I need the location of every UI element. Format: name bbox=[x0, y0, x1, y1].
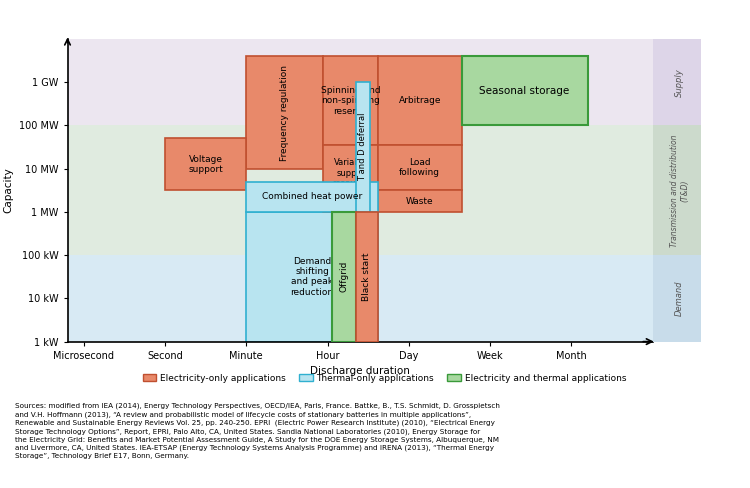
Bar bbox=[68, 125, 652, 255]
Legend: Electricity-only applications, Thermal-only applications, Electricity and therma: Electricity-only applications, Thermal-o… bbox=[142, 374, 626, 383]
Bar bbox=[246, 212, 378, 342]
Text: Variable
supply
resource
integration: Variable supply resource integration bbox=[328, 158, 374, 199]
Bar bbox=[246, 182, 378, 212]
Text: Sources: modified from IEA (2014), Energy Technology Perspectives, OECD/IEA, Par: Sources: modified from IEA (2014), Energ… bbox=[15, 403, 500, 459]
Bar bbox=[378, 56, 461, 145]
Text: Transmission and distribution
(T&D): Transmission and distribution (T&D) bbox=[670, 134, 689, 246]
Bar bbox=[165, 139, 246, 190]
Text: Demand: Demand bbox=[675, 281, 684, 316]
Bar bbox=[246, 56, 323, 169]
Bar bbox=[652, 125, 701, 255]
Text: Offgrid: Offgrid bbox=[339, 261, 348, 292]
Bar bbox=[652, 255, 701, 342]
Text: Voltage
support: Voltage support bbox=[188, 155, 223, 174]
Bar bbox=[356, 212, 378, 342]
Bar bbox=[68, 255, 652, 342]
Text: Seasonal storage: Seasonal storage bbox=[479, 86, 570, 96]
Bar bbox=[652, 125, 701, 255]
Text: Black start: Black start bbox=[362, 252, 371, 301]
Text: Arbitrage: Arbitrage bbox=[398, 96, 441, 105]
Text: Supply: Supply bbox=[675, 68, 684, 97]
Y-axis label: Capacity: Capacity bbox=[3, 167, 13, 213]
Text: T and D deferral: T and D deferral bbox=[358, 113, 368, 182]
Bar bbox=[378, 190, 461, 212]
X-axis label: Discharge duration: Discharge duration bbox=[310, 366, 410, 376]
Text: Load
following: Load following bbox=[399, 158, 440, 177]
Bar bbox=[652, 39, 701, 125]
Bar bbox=[461, 56, 587, 125]
Text: Combined heat power: Combined heat power bbox=[262, 192, 362, 202]
Bar bbox=[332, 212, 356, 342]
Bar bbox=[652, 39, 701, 125]
Text: Demand
shifting
and peak
reduction: Demand shifting and peak reduction bbox=[290, 257, 334, 297]
Text: Frequency regulation: Frequency regulation bbox=[280, 64, 290, 161]
Bar bbox=[356, 82, 370, 212]
Text: Waste: Waste bbox=[406, 197, 433, 205]
Bar bbox=[652, 255, 701, 342]
Text: Spinning and
non-spinning
reserve: Spinning and non-spinning reserve bbox=[321, 86, 380, 116]
Bar bbox=[378, 145, 461, 190]
Bar bbox=[68, 39, 652, 125]
Bar bbox=[323, 56, 378, 145]
Bar bbox=[323, 145, 378, 212]
